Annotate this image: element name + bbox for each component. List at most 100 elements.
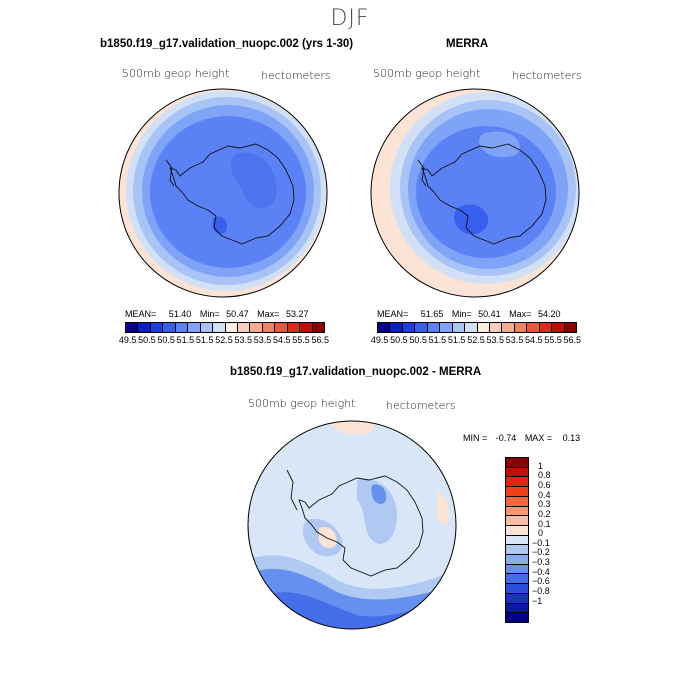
- colorbar-tick-label: 55.5: [544, 335, 562, 345]
- diff-colorbar-label: −0.8: [532, 586, 550, 597]
- diff-colorbar-swatch: [506, 613, 528, 622]
- diff-colorbar-label: −0.4: [532, 566, 550, 577]
- diff-colorbar-label: 0.1: [538, 518, 551, 529]
- diff-colorbar-swatch: [506, 516, 528, 526]
- colorbar-swatch: [514, 323, 528, 332]
- model-stats: MEAN= 51.40 Min= 50.47 Max= 53.27: [125, 309, 308, 319]
- colorbar-swatch: [440, 323, 453, 332]
- diff-colorbar-swatch: [506, 603, 528, 614]
- diff-variable-label: 500mb geop height: [248, 397, 356, 410]
- colorbar-tick-label: 54.5: [272, 335, 291, 345]
- colorbar-swatch: [126, 323, 139, 332]
- model-colorbar-ticks: 49.5 50.5 50.5 51.5 51.5 52.5 53.5 53.5 54.5 55.5…: [118, 335, 330, 345]
- diff-colorbar-swatch: [506, 574, 528, 585]
- diff-colorbar-swatch: [506, 477, 528, 488]
- diff-colorbar-swatch: [506, 545, 528, 556]
- map-contour-warm-north: [327, 421, 377, 435]
- diff-colorbar-swatch: [506, 584, 528, 594]
- colorbar-swatch: [390, 323, 403, 332]
- diff-colorbar-label: 0.4: [538, 489, 551, 500]
- map-border: [118, 88, 328, 298]
- map-contour-high: [478, 131, 520, 158]
- obs-min-label: Min=: [451, 309, 472, 319]
- diff-panel-title: b1850.f19_g17.validation_nuopc.002 - MER…: [230, 366, 482, 378]
- colorbar-swatch: [489, 323, 503, 332]
- map-contour-warm: [319, 526, 337, 548]
- obs-stats: MEAN= 51.65 Min= 50.41 Max= 54.20: [377, 309, 560, 319]
- obs-mean-value: 51.65: [420, 309, 444, 319]
- colorbar-tick-label: 56.5: [563, 335, 582, 345]
- colorbar-swatch: [552, 323, 565, 332]
- antarctica-coastline: [298, 475, 424, 577]
- map-contour-core: [231, 152, 277, 209]
- model-panel-title: b1850.f19_g17.validation_nuopc.002 (yrs …: [100, 38, 354, 50]
- obs-panel-title: MERRA: [446, 38, 489, 50]
- colorbar-swatch: [275, 323, 288, 332]
- colorbar-swatch: [188, 323, 201, 332]
- colorbar-tick-label: 53.5: [253, 335, 272, 345]
- diff-colorbar-swatch: [506, 496, 528, 507]
- colorbar-tick-label: 49.5: [118, 335, 137, 345]
- model-mean-value: 51.40: [168, 309, 192, 319]
- colorbar-swatch: [138, 323, 151, 332]
- model-max-value: 53.27: [285, 309, 309, 319]
- colorbar-swatch: [452, 323, 466, 332]
- diff-colorbar-label: −1: [532, 595, 543, 606]
- colorbar-tick-label: 52.5: [215, 335, 233, 345]
- colorbar-tick-label: 54.5: [524, 335, 543, 345]
- figure-title: DJF: [330, 6, 370, 31]
- diff-colorbar-swatch: [506, 593, 528, 604]
- obs-max-label: Max=: [509, 309, 532, 319]
- colorbar-swatch: [465, 323, 478, 332]
- map-contour-ring4: [150, 116, 306, 268]
- diff-min-value: -0.74: [495, 433, 517, 443]
- colorbar-swatch: [312, 323, 324, 332]
- colorbar-tick-label: 53.5: [486, 335, 504, 345]
- colorbar-tick-label: 53.5: [234, 335, 252, 345]
- diff-colorbar-swatch: [506, 555, 528, 565]
- diff-colorbar-label: −0.1: [532, 537, 550, 548]
- colorbar-tick-label: 50.5: [157, 335, 175, 345]
- colorbar-swatch: [300, 323, 313, 332]
- antarctica-coastline: [169, 143, 295, 245]
- map-border: [247, 420, 457, 630]
- diff-colorbar-swatch: [506, 487, 528, 497]
- colorbar-swatch: [175, 323, 189, 332]
- colorbar-tick-label: 50.5: [390, 335, 408, 345]
- diff-colorbar: [505, 457, 529, 623]
- colorbar-swatch: [225, 323, 238, 332]
- colorbar-swatch: [427, 323, 441, 332]
- model-variable-label: 500mb geop height: [122, 67, 230, 80]
- diff-stats: MIN = -0.74 MAX = 0.13: [463, 433, 580, 443]
- model-units-label: hectometers: [261, 69, 331, 82]
- colorbar-tick-label: 51.5: [195, 335, 214, 345]
- colorbar-swatch: [415, 323, 428, 332]
- colorbar-swatch: [378, 323, 391, 332]
- diff-polar-map: [247, 420, 457, 630]
- colorbar-tick-label: 56.5: [311, 335, 330, 345]
- colorbar-swatch: [200, 323, 214, 332]
- obs-colorbar-ticks: 49.5 50.5 50.5 51.5 51.5 52.5 53.5 53.5 54.5 55.5…: [370, 335, 582, 345]
- obs-polar-map: [370, 88, 580, 298]
- colorbar-tick-label: 53.5: [505, 335, 524, 345]
- antarctica-coastline: [421, 143, 547, 245]
- obs-min-value: 50.41: [478, 309, 501, 319]
- colorbar-swatch: [237, 323, 251, 332]
- colorbar-tick-label: 52.5: [467, 335, 485, 345]
- diff-colorbar-swatch: [506, 506, 528, 517]
- diff-colorbar-swatch: [506, 535, 528, 546]
- model-max-label: Max=: [257, 309, 280, 319]
- colorbar-swatch: [150, 323, 164, 332]
- colorbar-tick-label: 51.5: [428, 335, 447, 345]
- colorbar-swatch: [402, 323, 416, 332]
- diff-colorbar-swatch: [506, 564, 528, 575]
- map-contour-warm-east: [437, 490, 449, 525]
- colorbar-swatch: [477, 323, 490, 332]
- map-contour-inner-mid: [357, 479, 397, 544]
- diff-colorbar-label: −0.2: [532, 547, 550, 558]
- colorbar-swatch: [287, 323, 301, 332]
- colorbar-swatch: [527, 323, 540, 332]
- obs-variable-label: 500mb geop height: [373, 67, 481, 80]
- model-min-label: Min=: [199, 309, 220, 319]
- diff-units-label: hectometers: [386, 399, 456, 412]
